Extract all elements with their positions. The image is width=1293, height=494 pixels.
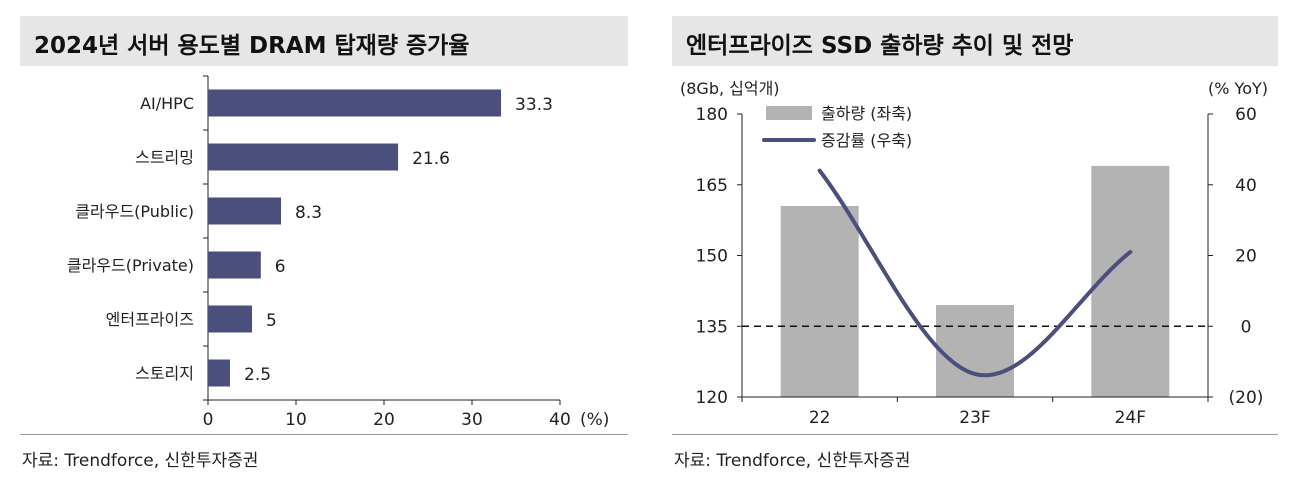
left-y-tick-label: 120 <box>696 388 728 408</box>
left-chart-svg: AI/HPC 33.3 스트리밍 21.6 클라우드(Public) 8.3 클라우드(Pr… <box>67 75 609 430</box>
bar <box>1091 165 1170 397</box>
category-label: AI/HPC <box>140 94 194 113</box>
data-label: 21.6 <box>412 149 450 169</box>
right-y-tick-label: 0 <box>1241 317 1252 337</box>
bar <box>208 251 261 279</box>
left-y-tick-label: 135 <box>696 317 728 337</box>
bar <box>936 305 1014 397</box>
x-tick-label: 30 <box>461 410 483 430</box>
left-y-tick-label: 180 <box>696 105 728 125</box>
left-chart-title: 2024년 서버 용도별 DRAM 탑재량 증가율 <box>34 33 470 59</box>
bar <box>208 197 282 225</box>
x-unit-label: (%) <box>580 410 609 430</box>
left-y-tick-label: 150 <box>696 247 728 267</box>
category-label: 엔터프라이즈 <box>106 310 194 329</box>
category-label: 클라우드(Private) <box>67 256 194 275</box>
bar <box>208 143 399 171</box>
right-y-tick-label: 40 <box>1235 176 1257 196</box>
right-y-tick-label: (20) <box>1229 388 1264 408</box>
bar <box>208 305 252 333</box>
category-label: 스트리밍 <box>135 148 194 167</box>
right-chart-title: 엔터프라이즈 SSD 출하량 추이 및 전망 <box>686 33 1074 59</box>
right-chart-svg: (8Gb, 십억개) (% YoY) 120 135 150 165 180 (20) 0 20 4… <box>680 79 1268 428</box>
left-y-tick-label: 165 <box>696 176 728 196</box>
category-label: 스토리지 <box>135 364 194 383</box>
line-point <box>819 170 821 172</box>
x-tick-label: 20 <box>373 410 395 430</box>
x-tick-label: 10 <box>285 410 307 430</box>
right-axis-unit-label: (% YoY) <box>1208 79 1268 98</box>
x-tick-label: 0 <box>203 410 214 430</box>
data-label: 5 <box>266 311 277 331</box>
x-tick-label: 40 <box>549 410 571 430</box>
legend-swatch-bar <box>766 106 812 120</box>
data-label: 6 <box>275 257 286 277</box>
line-point <box>1129 251 1131 253</box>
left-source-note: 자료: Trendforce, 신한투자증권 <box>22 451 259 471</box>
line-point <box>974 373 976 375</box>
left-title-bar: 2024년 서버 용도별 DRAM 탑재량 증가율 <box>20 16 628 66</box>
right-source-note: 자료: Trendforce, 신한투자증권 <box>674 451 911 471</box>
bar <box>780 205 859 397</box>
bar <box>208 89 502 117</box>
data-label: 8.3 <box>295 203 322 223</box>
left-bottom-rule <box>20 434 628 435</box>
bar <box>208 359 230 387</box>
right-chart-panel: 엔터프라이즈 SSD 출하량 추이 및 전망 (8Gb, 십억개) (% YoY)… <box>672 16 1278 486</box>
x-tick-label: 22 <box>809 408 831 428</box>
right-bottom-rule <box>672 434 1278 435</box>
category-label: 클라우드(Public) <box>75 202 194 221</box>
data-label: 33.3 <box>515 95 553 115</box>
legend-label-line: 증감률 (우축) <box>821 131 912 150</box>
right-y-tick-label: 20 <box>1235 247 1257 267</box>
x-tick-label: 23F <box>959 408 990 428</box>
x-tick-label: 24F <box>1115 408 1146 428</box>
left-axis-unit-label: (8Gb, 십억개) <box>680 79 780 98</box>
left-chart-panel: 2024년 서버 용도별 DRAM 탑재량 증가율 AI/HPC 33.3 스트리밍… <box>20 16 628 486</box>
legend-label-bar: 출하량 (좌축) <box>821 104 912 123</box>
right-y-tick-label: 60 <box>1235 105 1257 125</box>
data-label: 2.5 <box>244 365 271 385</box>
right-title-bar: 엔터프라이즈 SSD 출하량 추이 및 전망 <box>672 16 1278 66</box>
